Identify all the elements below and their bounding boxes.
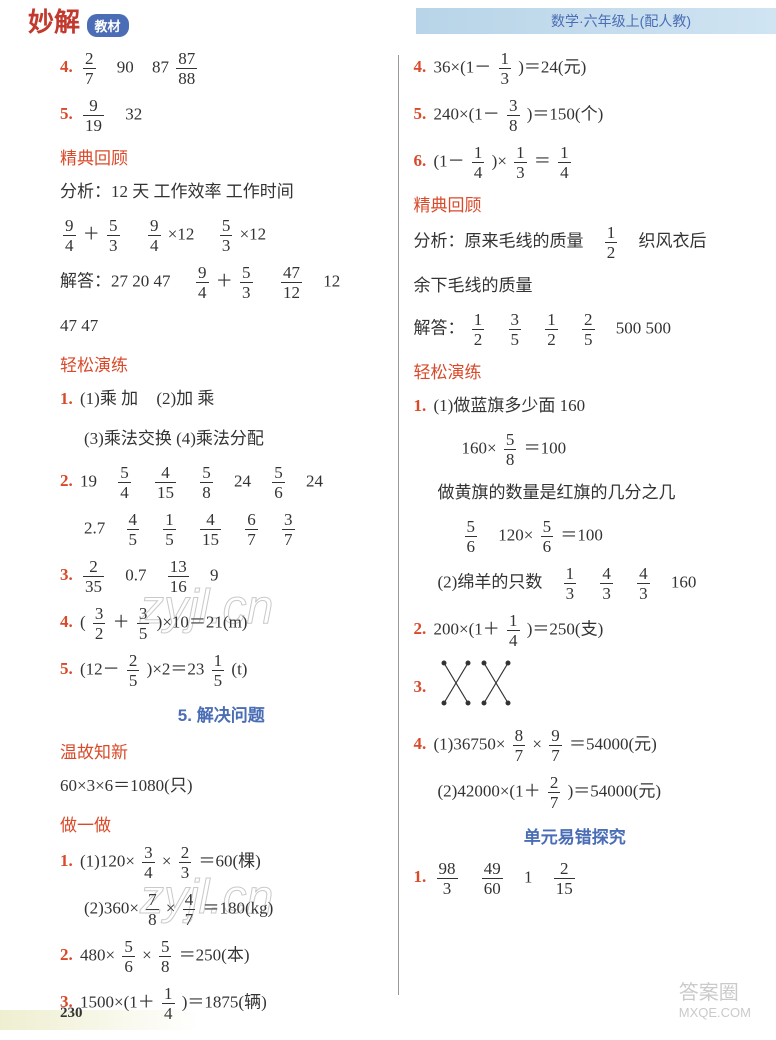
practice-2: 2. 19 54 415 58 24 56 24: [60, 464, 383, 501]
practice-r1b: 160× 58 ＝100: [414, 431, 737, 468]
practice-r1: 1. (1)做蓝旗多少面 160: [414, 391, 737, 421]
content-area: 4. 27 90 87 8788 5. 919 32 精典回顾 分析：12 天 …: [0, 40, 776, 1032]
practice-r1e: (2)绵羊的只数 13 43 43 160: [414, 565, 737, 602]
practice-r2: 2. 200×(1＋ 14 )＝250(支): [414, 612, 737, 649]
section-practice: 轻松演练: [60, 351, 383, 376]
page-number: 230: [60, 1005, 83, 1022]
section-review-r: 精典回顾: [414, 191, 737, 216]
right-column: 4. 36×(1－ 13 )＝24(元) 5. 240×(1－ 38 )＝150…: [399, 50, 747, 1032]
practice-r1c: 做黄旗的数量是红旗的几分之几: [414, 478, 737, 508]
answer-r: 解答： 12 35 12 25 500 500: [414, 311, 737, 348]
section-practice-r: 轻松演练: [414, 358, 737, 383]
practice-5: 5. (12－ 25 )×2＝23 15 (t): [60, 652, 383, 689]
item-5: 5. 919 32: [60, 97, 383, 134]
practice-4: 4. ( 32 ＋ 35 )×10＝21(m): [60, 605, 383, 642]
practice-3: 3. 235 0.7 1316 9: [60, 558, 383, 595]
unit-1: 1. 983 4960 1 215: [414, 860, 737, 897]
footer-decoration: [0, 1010, 200, 1030]
do-1b: (2)360× 78 × 47 ＝180(kg): [60, 891, 383, 928]
do-2: 2. 480× 56 × 58 ＝250(本): [60, 938, 383, 975]
page-header: 妙解 教材 数学·六年级上(配人教): [0, 0, 776, 40]
item-number: 4.: [60, 57, 73, 76]
practice-r1d: 56 120× 56 ＝100: [414, 518, 737, 555]
brand-watermark: 答案圈 MXQE.COM: [679, 976, 751, 1020]
logo-text: 妙解: [28, 8, 80, 37]
section-review-old: 温故知新: [60, 738, 383, 763]
logo-badge: 教材: [87, 14, 129, 37]
analysis-r2: 余下毛线的质量: [414, 271, 737, 301]
analysis-r1: 分析：原来毛线的质量 12 织风衣后: [414, 224, 737, 261]
warmup-1: 60×3×6＝1080(只): [60, 771, 383, 801]
practice-r4b: (2)42000×(1＋ 27 )＝54000(元): [414, 774, 737, 811]
left-column: 4. 27 90 87 8788 5. 919 32 精典回顾 分析：12 天 …: [50, 50, 398, 1032]
item-4: 4. 27 90 87 8788: [60, 50, 383, 87]
subject-label: 数学·六年级上(配人教): [416, 8, 776, 34]
answer-2: 47 47: [60, 311, 383, 341]
practice-1b: (3)乘法交换 (4)乘法分配: [60, 424, 383, 454]
item-r5: 5. 240×(1－ 38 )＝150(个): [414, 97, 737, 134]
practice-2b: 2.7 45 15 415 67 37: [60, 511, 383, 548]
answer-1: 解答：27 20 47 94 ＋ 53 4712 12: [60, 264, 383, 301]
item-r4: 4. 36×(1－ 13 )＝24(元): [414, 50, 737, 87]
section-unit-error: 单元易错探究: [414, 823, 737, 848]
practice-r4: 4. (1)36750× 87 × 97 ＝54000(元): [414, 727, 737, 764]
section-do: 做一做: [60, 811, 383, 836]
cross-match-diagram: [440, 659, 512, 717]
analysis-2: 94 ＋ 53 94 ×12 53 ×12: [60, 217, 383, 254]
do-1: 1. (1)120× 34 × 23 ＝60(棵): [60, 844, 383, 881]
item-r6: 6. (1－ 14 )× 13 ＝ 14: [414, 144, 737, 181]
logo: 妙解 教材: [28, 2, 129, 39]
analysis-1: 分析：12 天 工作效率 工作时间: [60, 177, 383, 207]
practice-1: 1. (1)乘 加 (2)加 乘: [60, 384, 383, 414]
section-solve-title: 5. 解决问题: [60, 701, 383, 726]
section-review: 精典回顾: [60, 144, 383, 169]
practice-r3: 3.: [414, 659, 737, 717]
